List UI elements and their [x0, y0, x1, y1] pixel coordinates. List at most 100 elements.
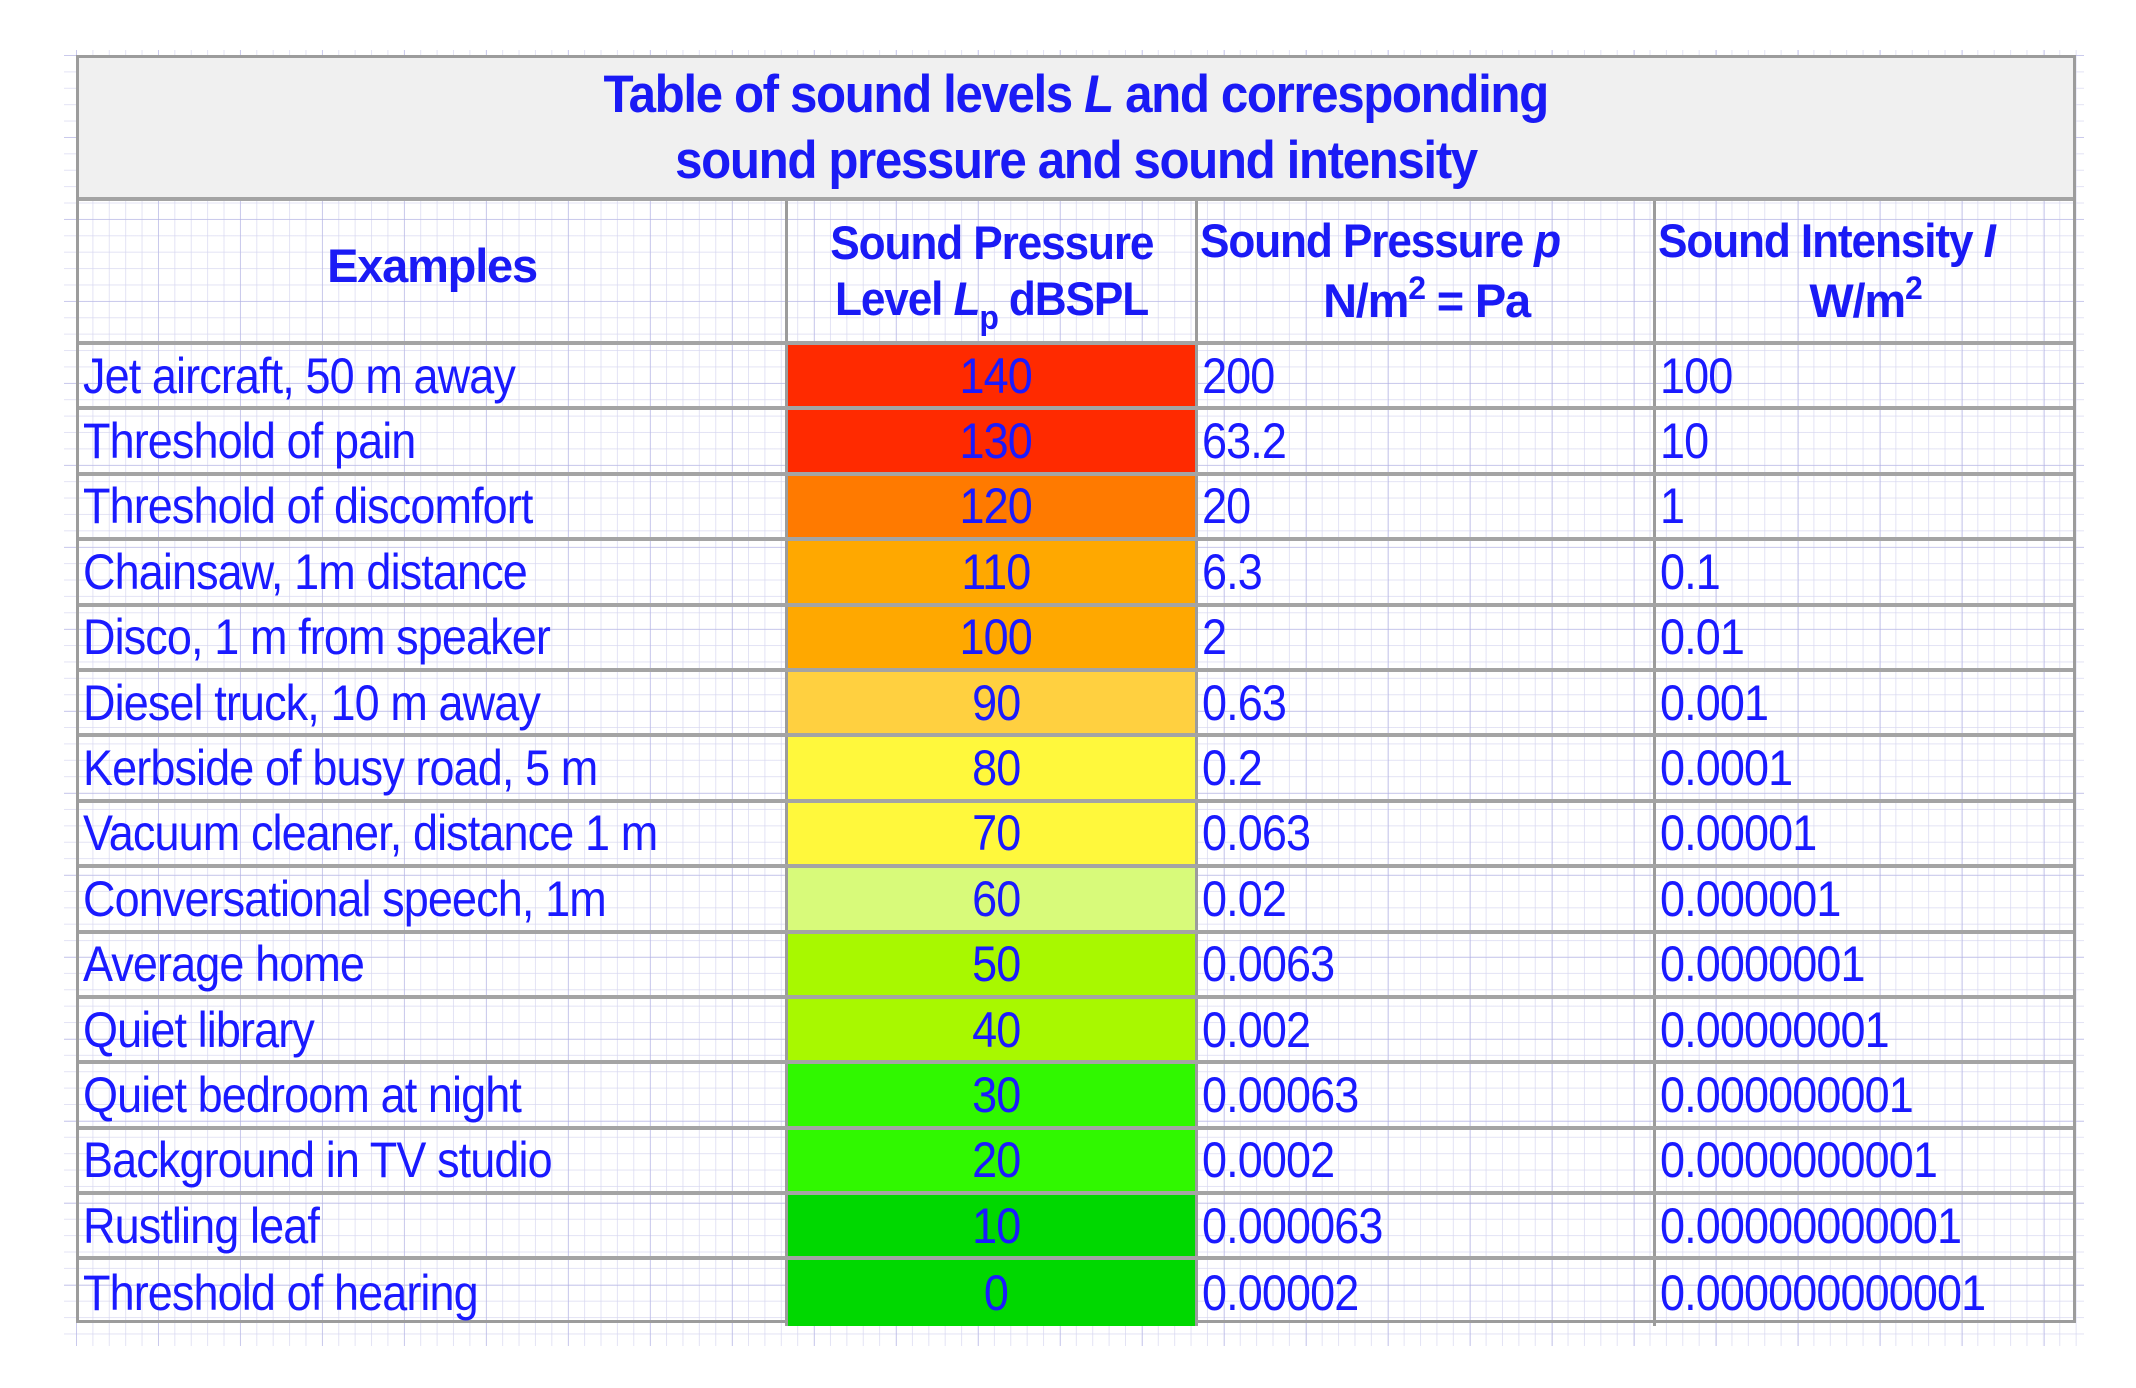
example-text: Threshold of discomfort: [83, 478, 533, 535]
example-cell[interactable]: Disco, 1 m from speaker: [79, 607, 785, 668]
header-pressure-units: N/m2 = Pa: [1323, 272, 1531, 329]
level-cell[interactable]: 80: [785, 737, 1195, 799]
example-cell[interactable]: Threshold of pain: [79, 410, 785, 471]
pressure-cell[interactable]: 0.063: [1195, 802, 1653, 865]
table-title-line-2: sound pressure and sound intensity: [675, 130, 1478, 190]
example-cell[interactable]: Quiet library: [79, 999, 785, 1060]
intensity-cell[interactable]: 0.01: [1653, 606, 2073, 668]
level-cell[interactable]: 120: [785, 475, 1195, 538]
level-value: 0: [983, 1265, 1009, 1322]
intensity-cell[interactable]: 0.0001: [1653, 737, 2073, 799]
intensity-cell[interactable]: 0.1: [1653, 541, 2073, 603]
example-text: Conversational speech, 1m: [83, 870, 607, 927]
pressure-cell[interactable]: 2: [1195, 606, 1653, 668]
example-text: Threshold of pain: [83, 413, 416, 470]
example-cell[interactable]: Jet aircraft, 50 m away: [79, 345, 785, 406]
table-row: Disco, 1 m from speaker 100 2 0.01: [79, 606, 2073, 672]
example-cell[interactable]: Diesel truck, 10 m away: [79, 672, 785, 733]
header-text: W/m: [1809, 274, 1906, 327]
level-cell[interactable]: 0: [785, 1260, 1195, 1326]
pressure-value: 0.0002: [1202, 1132, 1335, 1189]
intensity-cell[interactable]: 0.00000000001: [1653, 1195, 2073, 1257]
pressure-cell[interactable]: 0.0002: [1195, 1129, 1653, 1192]
table-row: Conversational speech, 1m 60 0.02 0.000001: [79, 868, 2073, 934]
table-row: Rustling leaf 10 0.000063 0.00000000001: [79, 1195, 2073, 1261]
example-cell[interactable]: Conversational speech, 1m: [79, 868, 785, 929]
header-sound-pressure: Sound Pressure p N/m2 = Pa: [1195, 201, 1653, 341]
level-cell[interactable]: 10: [785, 1195, 1195, 1257]
intensity-cell[interactable]: 100: [1653, 345, 2073, 407]
table-row: Vacuum cleaner, distance 1 m 70 0.063 0.000…: [79, 802, 2073, 869]
intensity-cell[interactable]: 0.0000000001: [1653, 1129, 2073, 1192]
intensity-cell[interactable]: 10: [1653, 410, 2073, 472]
example-text: Average home: [83, 936, 365, 993]
intensity-cell[interactable]: 0.000001: [1653, 868, 2073, 930]
intensity-cell[interactable]: 0.0000001: [1653, 933, 2073, 995]
table-row: Threshold of hearing 0 0.00002 0.0000000000…: [79, 1260, 2073, 1326]
pressure-value: 0.2: [1202, 740, 1263, 797]
example-cell[interactable]: Threshold of hearing: [79, 1260, 785, 1325]
level-cell[interactable]: 100: [785, 606, 1195, 668]
pressure-value: 6.3: [1202, 543, 1263, 600]
level-cell[interactable]: 60: [785, 868, 1195, 930]
example-cell[interactable]: Threshold of discomfort: [79, 476, 785, 537]
example-cell[interactable]: Average home: [79, 934, 785, 995]
level-cell[interactable]: 70: [785, 802, 1195, 865]
pressure-cell[interactable]: 0.02: [1195, 868, 1653, 930]
example-cell[interactable]: Quiet bedroom at night: [79, 1064, 785, 1125]
example-cell[interactable]: Background in TV studio: [79, 1130, 785, 1191]
header-variable-L: L: [953, 272, 980, 325]
intensity-cell[interactable]: 0.00001: [1653, 802, 2073, 865]
intensity-value: 0.01: [1660, 609, 1745, 666]
pressure-cell[interactable]: 0.63: [1195, 671, 1653, 734]
header-spl-line-1: Sound Pressure: [829, 216, 1154, 269]
level-value: 100: [959, 609, 1033, 666]
pressure-cell[interactable]: 0.00002: [1195, 1260, 1653, 1326]
intensity-value: 100: [1660, 347, 1733, 404]
title-text: and corresponding: [1113, 64, 1549, 124]
level-value: 30: [971, 1066, 1021, 1123]
header-intensity-line-1: Sound Intensity I: [1658, 213, 1996, 269]
intensity-cell[interactable]: 1: [1653, 475, 2073, 538]
header-text: Sound Intensity: [1658, 214, 1984, 267]
pressure-cell[interactable]: 0.0063: [1195, 933, 1653, 995]
pressure-cell[interactable]: 6.3: [1195, 541, 1653, 603]
level-cell[interactable]: 30: [785, 1064, 1195, 1126]
pressure-cell[interactable]: 0.000063: [1195, 1195, 1653, 1257]
level-cell[interactable]: 90: [785, 671, 1195, 734]
level-cell[interactable]: 110: [785, 541, 1195, 603]
level-cell[interactable]: 20: [785, 1129, 1195, 1192]
pressure-cell[interactable]: 0.00063: [1195, 1064, 1653, 1126]
title-text: Table of sound levels: [603, 64, 1085, 124]
intensity-cell[interactable]: 0.001: [1653, 671, 2073, 734]
level-cell[interactable]: 140: [785, 345, 1195, 407]
pressure-cell[interactable]: 0.2: [1195, 737, 1653, 799]
header-subscript-p: p: [979, 299, 999, 337]
level-value: 10: [971, 1197, 1021, 1254]
intensity-cell[interactable]: 0.000000000001: [1653, 1260, 2073, 1326]
pressure-cell[interactable]: 20: [1195, 475, 1653, 538]
intensity-cell[interactable]: 0.00000001: [1653, 998, 2073, 1061]
intensity-cell[interactable]: 0.000000001: [1653, 1064, 2073, 1126]
level-cell[interactable]: 50: [785, 933, 1195, 995]
pressure-cell[interactable]: 0.002: [1195, 998, 1653, 1061]
example-cell[interactable]: Kerbside of busy road, 5 m: [79, 737, 785, 798]
level-cell[interactable]: 130: [785, 410, 1195, 472]
intensity-value: 0.00001: [1660, 805, 1817, 862]
example-text: Rustling leaf: [83, 1197, 320, 1254]
intensity-value: 0.0000001: [1660, 936, 1866, 993]
level-cell[interactable]: 40: [785, 998, 1195, 1061]
table-body: Jet aircraft, 50 m away 140 200 100 Thresho…: [79, 345, 2073, 1326]
pressure-cell[interactable]: 200: [1195, 345, 1653, 407]
pressure-value: 0.063: [1202, 805, 1311, 862]
example-cell[interactable]: Rustling leaf: [79, 1195, 785, 1256]
intensity-value: 0.00000000001: [1660, 1197, 1962, 1254]
pressure-value: 0.02: [1202, 870, 1287, 927]
pressure-value: 63.2: [1202, 413, 1287, 470]
header-variable-I: I: [1983, 214, 1996, 267]
example-cell[interactable]: Chainsaw, 1m distance: [79, 541, 785, 602]
pressure-cell[interactable]: 63.2: [1195, 410, 1653, 472]
example-cell[interactable]: Vacuum cleaner, distance 1 m: [79, 803, 785, 864]
example-text: Kerbside of busy road, 5 m: [83, 740, 598, 797]
table-row: Chainsaw, 1m distance 110 6.3 0.1: [79, 541, 2073, 607]
